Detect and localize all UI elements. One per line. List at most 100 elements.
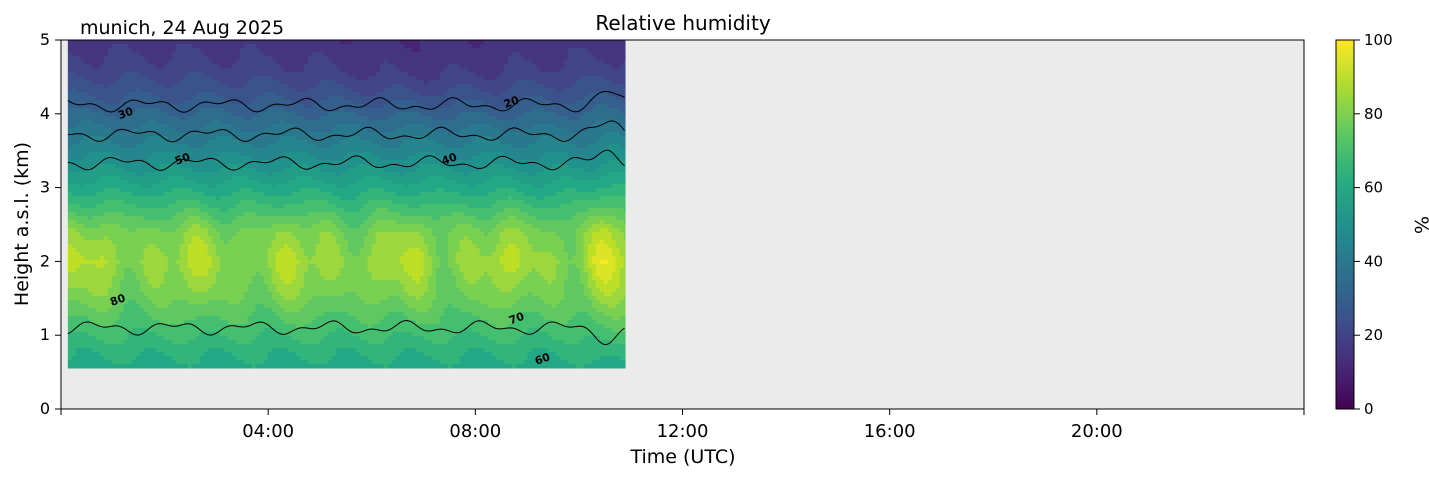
heat-cell [115,88,121,93]
heat-cell [283,232,289,237]
heat-cell [263,284,269,289]
heat-cell [239,92,245,97]
heat-cell [115,64,121,69]
heat-cell [287,84,293,89]
heat-cell [291,296,297,301]
heat-cell [239,356,245,361]
heat-cell [123,212,129,217]
heat-cell [103,332,109,337]
heat-cell [155,104,161,109]
heat-cell [207,336,213,341]
heat-cell [279,360,285,365]
heat-cell [195,292,201,297]
heat-cell [279,268,285,273]
heat-cell [251,52,257,57]
heat-cell [299,268,305,273]
heat-cell [175,288,181,293]
heat-cell [247,168,253,173]
heat-cell [83,116,89,121]
heat-cell [67,196,73,201]
heat-cell [91,136,97,141]
heat-cell [159,192,165,197]
heat-cell [307,84,313,89]
heat-cell [299,52,305,57]
heat-cell [159,108,165,113]
heat-cell [135,328,141,333]
heat-cell [295,232,301,237]
heat-cell [211,352,217,357]
heat-cell [267,208,273,213]
heat-cell [227,348,233,353]
heat-cell [159,68,165,73]
heat-cell [139,348,145,353]
heat-cell [131,64,137,69]
heat-cell [299,96,305,101]
heat-cell [135,264,141,269]
heat-cell [103,220,109,225]
heat-cell [223,80,229,85]
heat-cell [111,312,117,317]
heat-cell [279,344,285,349]
heat-cell [303,364,309,369]
heat-cell [303,332,309,337]
heat-cell [127,308,133,313]
heat-cell [279,148,285,153]
heat-cell [71,108,77,113]
heat-cell [211,60,217,65]
heat-cell [227,272,233,277]
heat-cell [167,180,173,185]
heat-cell [95,228,101,233]
heat-cell [247,116,253,121]
heat-cell [119,240,125,245]
heat-cell [191,356,197,361]
heat-cell [287,192,293,197]
heat-cell [87,156,93,161]
heat-cell [187,48,193,53]
heat-cell [263,84,269,89]
heat-cell [71,188,77,193]
heat-cell [195,156,201,161]
heat-cell [283,320,289,325]
heat-cell [243,316,249,321]
heat-cell [155,308,161,313]
heat-cell [215,156,221,161]
heat-cell [279,348,285,353]
heat-cell [127,220,133,225]
heat-cell [287,160,293,165]
heat-cell [247,360,253,365]
heat-cell [95,168,101,173]
heat-cell [207,324,213,329]
heat-cell [183,160,189,165]
heat-cell [239,352,245,357]
heat-cell [287,164,293,169]
heat-cell [127,68,133,73]
heat-cell [143,244,149,249]
heat-cell [243,304,249,309]
heat-cell [199,88,205,93]
heat-cell [139,80,145,85]
heat-cell [255,88,261,93]
heat-cell [147,140,153,145]
heat-cell [67,324,73,329]
heat-cell [71,96,77,101]
heat-cell [303,288,309,293]
heat-cell [271,84,277,89]
heat-cell [299,144,305,149]
heat-cell [163,316,169,321]
heat-cell [223,216,229,221]
heat-cell [163,188,169,193]
heat-cell [111,132,117,137]
heat-cell [151,48,157,53]
heat-cell [291,200,297,205]
heat-cell [215,40,221,45]
heat-cell [95,296,101,301]
heat-cell [151,68,157,73]
heat-cell [199,44,205,49]
heat-cell [295,128,301,133]
heat-cell [71,144,77,149]
heat-cell [155,344,161,349]
heat-cell [179,108,185,113]
heat-cell [171,136,177,141]
heat-cell [151,132,157,137]
heat-cell [231,244,237,249]
